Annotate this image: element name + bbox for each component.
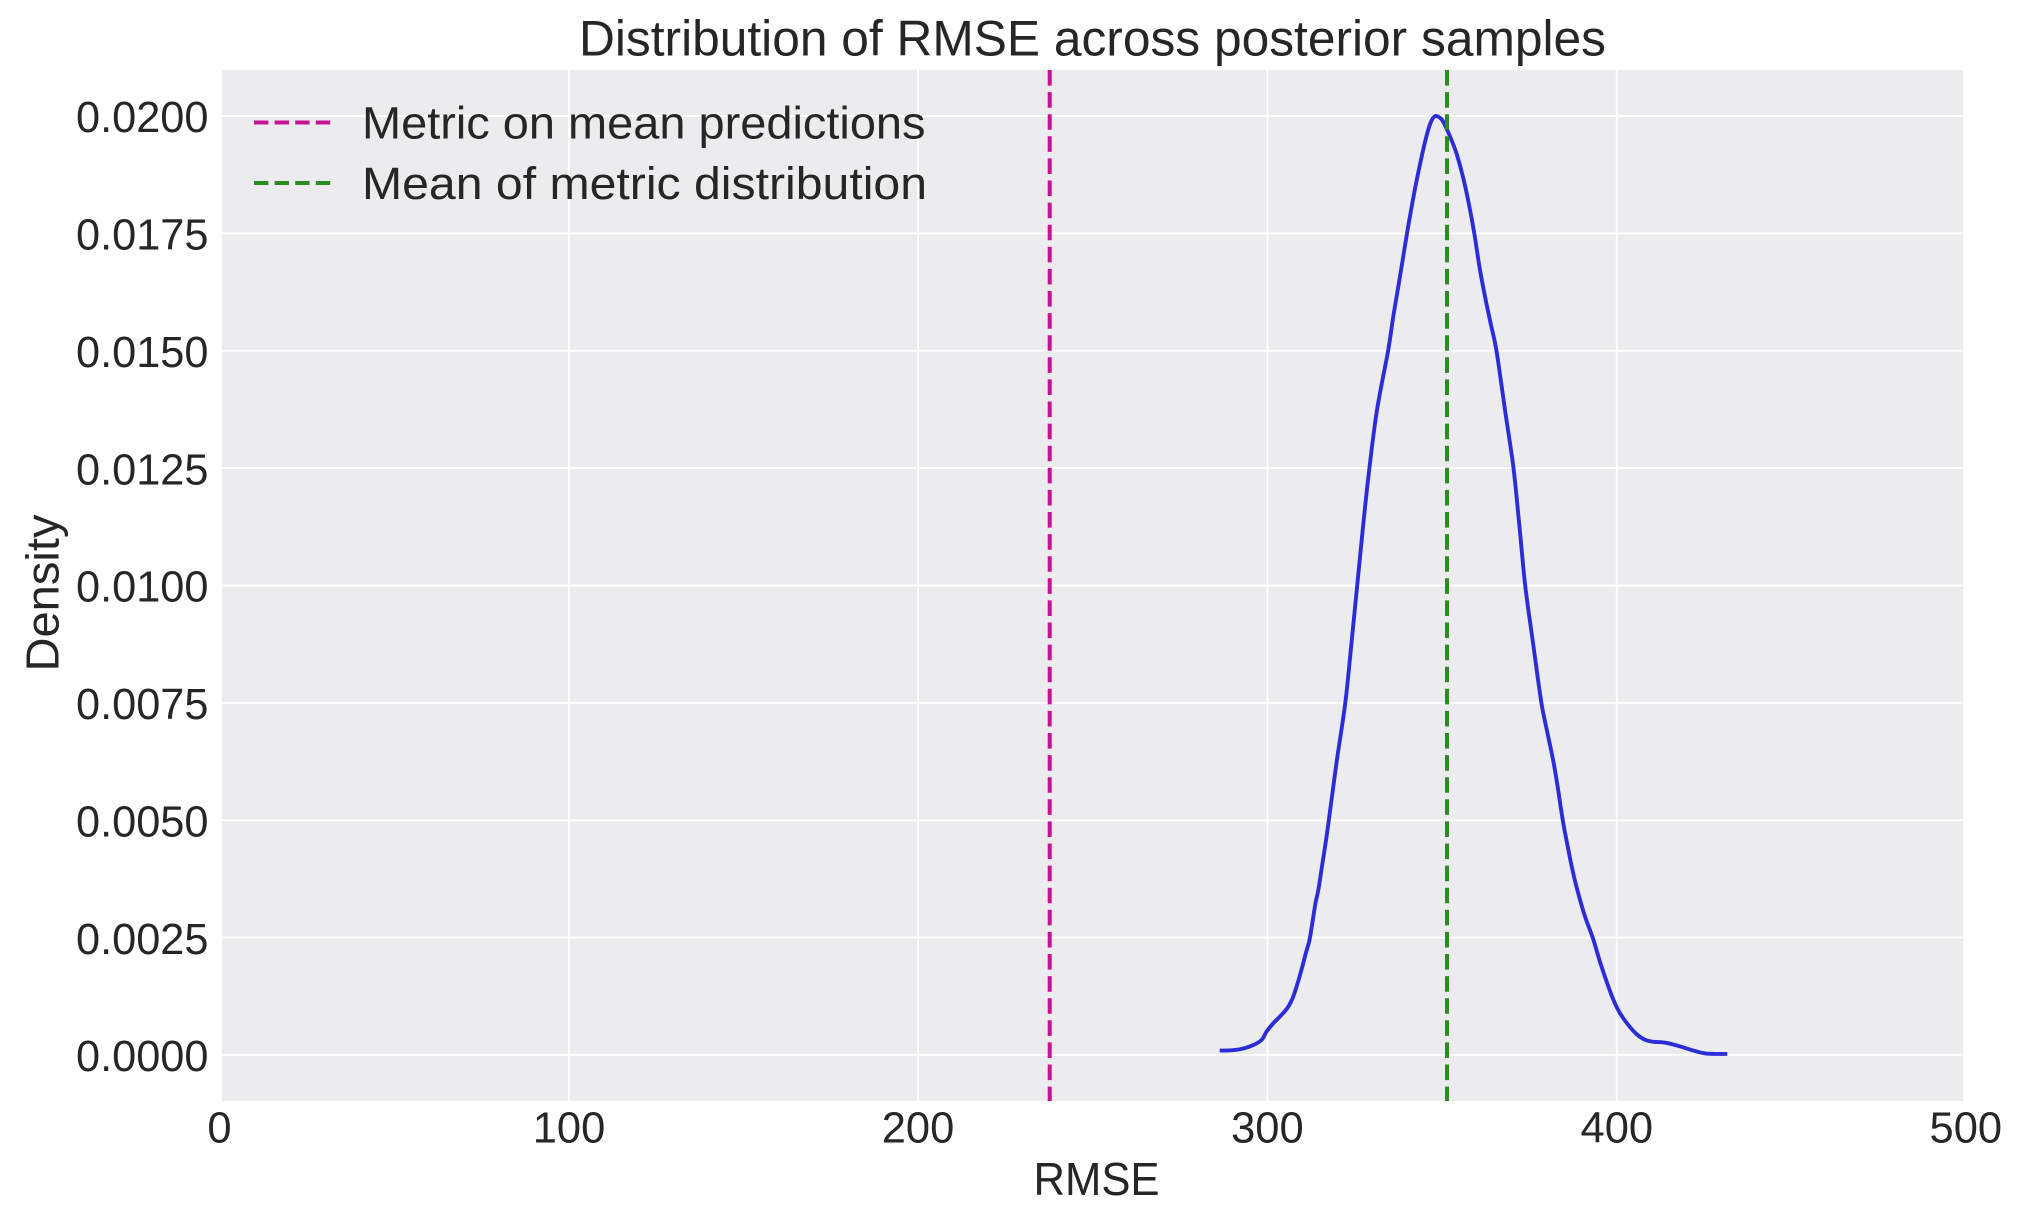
svg-text:RMSE: RMSE: [1034, 1153, 1160, 1205]
svg-text:500: 500: [1930, 1105, 2003, 1153]
svg-text:0.0175: 0.0175: [76, 212, 209, 260]
svg-text:200: 200: [882, 1105, 955, 1153]
svg-text:0: 0: [207, 1105, 231, 1153]
svg-text:0.0150: 0.0150: [76, 329, 209, 377]
svg-text:Metric on mean predictions: Metric on mean predictions: [362, 98, 926, 149]
svg-text:300: 300: [1231, 1105, 1304, 1153]
svg-text:0.0075: 0.0075: [76, 681, 209, 729]
svg-text:100: 100: [533, 1105, 606, 1153]
svg-text:0.0100: 0.0100: [76, 564, 209, 612]
svg-text:400: 400: [1581, 1105, 1654, 1153]
svg-text:0.0050: 0.0050: [76, 799, 209, 847]
svg-text:0.0025: 0.0025: [76, 916, 209, 964]
svg-text:0.0125: 0.0125: [76, 446, 209, 494]
svg-text:Mean of metric distribution: Mean of metric distribution: [362, 158, 927, 209]
svg-text:0.0000: 0.0000: [76, 1033, 209, 1081]
svg-text:Density: Density: [16, 515, 68, 672]
svg-text:0.0200: 0.0200: [76, 94, 209, 142]
svg-text:Distribution of RMSE across po: Distribution of RMSE across posterior sa…: [579, 11, 1606, 67]
